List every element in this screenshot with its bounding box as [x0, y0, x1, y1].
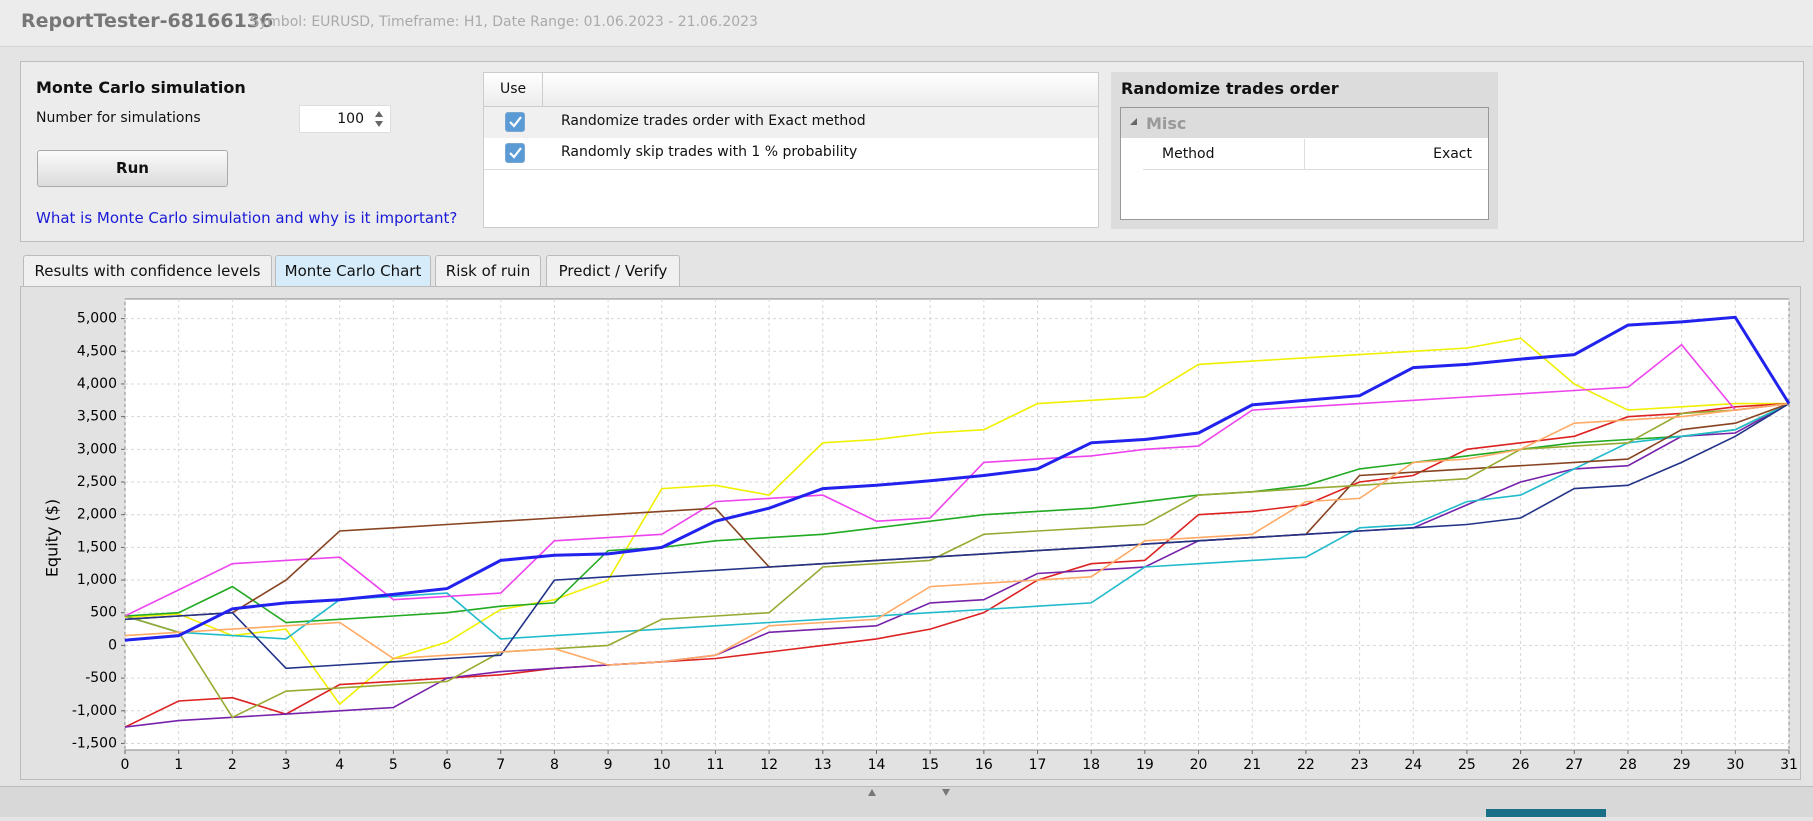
spinner-arrows[interactable]	[374, 110, 384, 128]
tab[interactable]: Predict / Verify	[546, 255, 680, 286]
option-checkbox[interactable]	[505, 143, 525, 163]
title-bar: ReportTester-68166136 Symbol: EURUSD, Ti…	[0, 0, 1813, 47]
property-name: Method	[1162, 146, 1215, 162]
run-button[interactable]: Run	[37, 150, 228, 187]
x-tick-label: 27	[1565, 757, 1583, 773]
equity-line	[124, 402, 1790, 728]
x-tick-label: 14	[868, 757, 886, 773]
x-tick-label: 26	[1512, 757, 1530, 773]
option-row	[484, 138, 1098, 170]
x-tick-label: 8	[550, 757, 559, 773]
options-table: Use Randomize trades order with Exact me…	[483, 72, 1099, 228]
x-tick-label: 7	[496, 757, 505, 773]
equity-line	[124, 402, 1790, 640]
x-tick-label: 9	[604, 757, 613, 773]
y-tick-label: 1,500	[77, 539, 117, 555]
equity-line	[124, 402, 1790, 728]
use-header: Use	[500, 81, 527, 97]
properties-title: Randomize trades order	[1121, 79, 1339, 98]
x-tick-label: 4	[335, 757, 344, 773]
x-tick-label: 16	[975, 757, 993, 773]
x-tick-label: 23	[1351, 757, 1369, 773]
tab[interactable]: Results with confidence levels	[23, 255, 272, 286]
option-checkbox[interactable]	[505, 112, 525, 132]
x-tick-label: 29	[1673, 757, 1691, 773]
x-tick-label: 25	[1458, 757, 1476, 773]
status-bar	[0, 786, 1813, 817]
option-row	[484, 107, 1098, 139]
property-divider	[1304, 139, 1305, 169]
x-tick-label: 13	[814, 757, 832, 773]
x-tick-label: 19	[1136, 757, 1154, 773]
y-tick-label: -1,000	[72, 703, 117, 719]
x-tick-label: 22	[1297, 757, 1315, 773]
tab[interactable]: Risk of ruin	[435, 255, 541, 286]
chart-panel: Equity ($) -1,500 -1,000 -500 0 500 1,000 1,50…	[20, 286, 1801, 780]
y-tick-label: 500	[90, 605, 117, 621]
property-value: Exact	[1433, 146, 1472, 162]
x-tick-label: 11	[707, 757, 725, 773]
x-tick-label: 21	[1243, 757, 1261, 773]
x-tick-label: 12	[760, 757, 778, 773]
y-tick-label: -500	[85, 670, 117, 686]
simulation-heading: Monte Carlo simulation	[36, 78, 246, 97]
equity-line	[124, 315, 1791, 642]
report-title: ReportTester-68166136	[21, 10, 274, 32]
equity-line	[124, 402, 1790, 719]
equity-line	[124, 343, 1790, 617]
group-row	[1121, 108, 1488, 138]
x-tick-label: 2	[228, 757, 237, 773]
y-tick-label: 4,500	[77, 343, 117, 359]
x-tick-label: 17	[1029, 757, 1047, 773]
y-axis-title: Equity ($)	[43, 499, 62, 577]
help-link[interactable]: What is Monte Carlo simulation and why i…	[36, 209, 458, 227]
x-tick-label: 6	[443, 757, 452, 773]
count-value: 100	[337, 111, 364, 127]
option-label: Randomly skip trades with 1 % probabilit…	[561, 144, 858, 160]
y-tick-label: 3,000	[77, 441, 117, 457]
x-tick-label: 31	[1780, 757, 1798, 773]
x-tick-label: 20	[1190, 757, 1208, 773]
y-tick-label: 1,000	[77, 572, 117, 588]
x-tick-label: 1	[174, 757, 183, 773]
x-tick-label: 5	[389, 757, 398, 773]
y-tick-label: -1,500	[72, 735, 117, 751]
x-tick-label: 30	[1726, 757, 1744, 773]
option-label: Randomize trades order with Exact method	[561, 113, 866, 129]
count-spinner[interactable]: 100	[299, 105, 391, 133]
y-tick-label: 2,000	[77, 507, 117, 523]
monte-carlo-chart: Equity ($) -1,500 -1,000 -500 0 500 1,000 1,50…	[43, 298, 1798, 773]
x-tick-label: 15	[921, 757, 939, 773]
y-tick-label: 3,500	[77, 409, 117, 425]
y-tick-label: 5,000	[77, 311, 117, 327]
plot-area	[124, 298, 1790, 751]
x-tick-label: 3	[282, 757, 291, 773]
x-tick-label: 18	[1082, 757, 1100, 773]
report-subtitle: Symbol: EURUSD, Timeframe: H1, Date Rang…	[250, 14, 758, 30]
group-name: Misc	[1146, 114, 1187, 133]
y-tick-label: 2,500	[77, 474, 117, 490]
status-decor	[868, 789, 1606, 817]
x-tick-label: 28	[1619, 757, 1637, 773]
equity-line	[124, 402, 1790, 666]
count-label: Number for simulations	[36, 110, 201, 126]
x-tick-label: 0	[121, 757, 130, 773]
property-grid: Misc Method Exact	[1120, 107, 1489, 220]
table-header	[484, 73, 1098, 107]
properties-panel: Randomize trades order Misc Method Exact	[1111, 72, 1498, 229]
y-tick-label: 0	[108, 637, 117, 653]
x-tick-label: 24	[1404, 757, 1422, 773]
x-tick-label: 10	[653, 757, 671, 773]
equity-line	[124, 402, 1790, 670]
y-tick-label: 4,000	[77, 376, 117, 392]
tab[interactable]: Monte Carlo Chart	[275, 255, 431, 286]
property-row	[1143, 139, 1488, 170]
equity-line	[124, 337, 1789, 706]
